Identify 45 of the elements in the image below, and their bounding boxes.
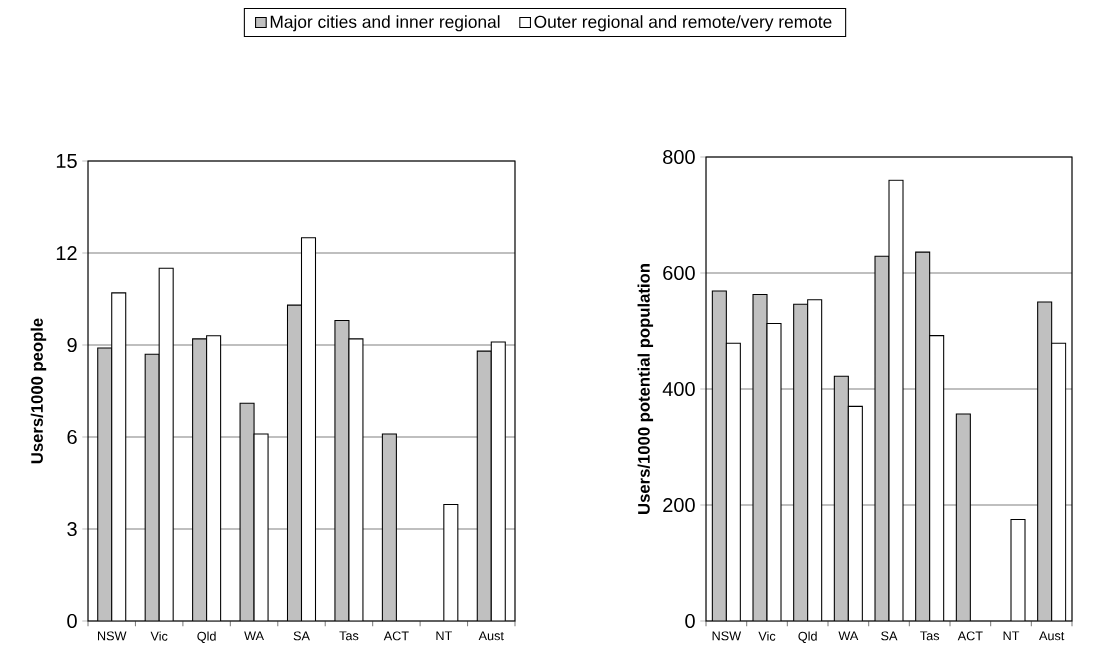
x-tick-label: ACT: [957, 631, 983, 641]
y-tick-label: 400: [662, 381, 695, 397]
y-tick-label: 9: [67, 337, 77, 353]
x-tick-label: ACT: [383, 631, 409, 641]
x-tick-label: Vic: [150, 631, 168, 641]
x-tick-label: Qld: [197, 631, 216, 643]
y-tick-label: 800: [663, 149, 695, 165]
bar: [381, 433, 397, 621]
y-tick-label: 200: [663, 497, 695, 513]
legend-label: Outer regional and remote/very remote: [534, 15, 832, 32]
bar: [476, 350, 492, 621]
x-tick-label: SA: [293, 631, 310, 641]
x-tick-label: Qld: [798, 631, 817, 643]
y-tick-label: 12: [56, 246, 77, 260]
bar: [711, 290, 727, 621]
x-tick-label: NT: [436, 631, 452, 641]
bar: [915, 251, 931, 621]
x-tick-label: WA: [838, 631, 859, 641]
x-tick-label: NSW: [98, 631, 127, 641]
y-tick-label: 0: [685, 613, 695, 629]
x-tick-label: NT: [1003, 631, 1020, 641]
x-tick-label: Tas: [339, 631, 359, 641]
bar: [955, 413, 971, 621]
y-tick-label: 6: [67, 429, 77, 445]
bar: [1037, 301, 1053, 621]
x-tick-label: Tas: [920, 631, 940, 641]
y-tick-label: 3: [67, 521, 77, 537]
x-tick-label: Aust: [1039, 631, 1065, 641]
x-tick-label: Aust: [478, 631, 504, 641]
bar: [192, 338, 208, 621]
y-axis-title: Users/1000 potential population: [637, 264, 654, 514]
bar: [833, 375, 849, 621]
x-tick-label: NSW: [712, 631, 742, 641]
bar: [144, 353, 160, 621]
x-tick-label: SA: [881, 631, 898, 641]
y-tick-label: 15: [56, 154, 77, 168]
y-tick-label: 600: [663, 265, 695, 281]
bar: [793, 303, 809, 621]
x-tick-label: WA: [244, 631, 265, 641]
legend-label: Major cities and inner regional: [270, 15, 500, 32]
bar: [286, 304, 303, 621]
x-tick-label: Vic: [758, 631, 776, 641]
y-axis-title: Users/1000 people: [30, 318, 47, 464]
y-tick-label: 0: [67, 613, 77, 629]
bar: [97, 347, 113, 621]
